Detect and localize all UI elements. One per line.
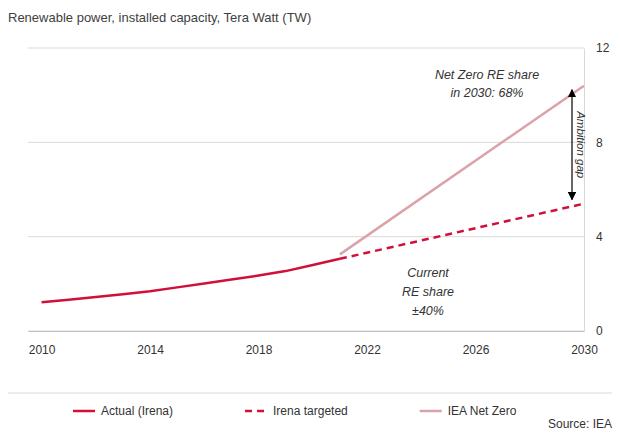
annotation-text: RE share	[402, 285, 454, 299]
y-tick: 4	[584, 230, 603, 244]
x-tick: 2010	[29, 331, 56, 357]
legend-item: Actual (Irena)	[73, 404, 173, 418]
grid-line	[28, 236, 584, 237]
source: Source: IEA	[548, 417, 612, 431]
grid-line	[28, 48, 584, 49]
annotations: Net Zero RE share in 2030: 68% Ambition ga…	[402, 68, 587, 318]
grid-line	[28, 331, 584, 332]
y-axis: 0 4 8 12	[584, 41, 610, 338]
x-tick: 2018	[246, 331, 273, 357]
x-tick-label: 2014	[137, 343, 164, 357]
chart-container: Renewable power, installed capacity, Ter…	[0, 0, 620, 433]
lines	[42, 86, 584, 302]
x-tick: 2030	[571, 331, 598, 357]
series-line	[42, 259, 340, 302]
x-tick-label: 2022	[354, 343, 381, 357]
x-axis: 2010 2014 2018 2022 2026 2030	[29, 331, 599, 357]
x-tick: 2022	[354, 331, 381, 357]
grid	[28, 48, 584, 331]
x-tick: 2014	[137, 331, 164, 357]
annotation-text: in 2030: 68%	[451, 86, 524, 100]
legend-swatch	[245, 410, 267, 413]
series-line	[340, 86, 584, 255]
x-tick-label: 2010	[29, 343, 56, 357]
y-tick-label: 8	[596, 136, 603, 150]
x-axis-line	[29, 331, 585, 332]
y-axis-line	[584, 49, 585, 332]
annotation-text: Ambition gap	[575, 110, 587, 179]
annotation-text: ±40%	[412, 304, 444, 318]
gap-arrow	[571, 90, 572, 200]
y-tick-label: 0	[596, 324, 603, 338]
legend-swatch	[420, 410, 442, 413]
series-line	[340, 204, 584, 259]
y-tick-label: 4	[596, 230, 603, 244]
legend-swatch	[73, 410, 95, 413]
legend-item: Irena targeted	[245, 404, 348, 418]
legend-label: IEA Net Zero	[448, 404, 517, 418]
x-tick-label: 2030	[571, 343, 598, 357]
legend-label: Irena targeted	[273, 404, 348, 418]
legend-label: Actual (Irena)	[101, 404, 173, 418]
chart-svg: Renewable power, installed capacity, Ter…	[0, 0, 620, 433]
separator	[8, 393, 612, 394]
legend: Actual (Irena) Irena targeted IEA Net Zero	[73, 404, 517, 418]
legend-item: IEA Net Zero	[420, 404, 517, 418]
x-tick-label: 2018	[246, 343, 273, 357]
chart-title: Renewable power, installed capacity, Ter…	[8, 10, 311, 25]
annotation-text: Current	[407, 266, 449, 280]
x-tick-label: 2026	[463, 343, 490, 357]
y-tick-label: 12	[596, 41, 610, 55]
annotation-text: Net Zero RE share	[435, 68, 539, 82]
y-tick: 12	[584, 41, 610, 55]
x-tick: 2026	[463, 331, 490, 357]
y-tick: 0	[584, 324, 603, 338]
